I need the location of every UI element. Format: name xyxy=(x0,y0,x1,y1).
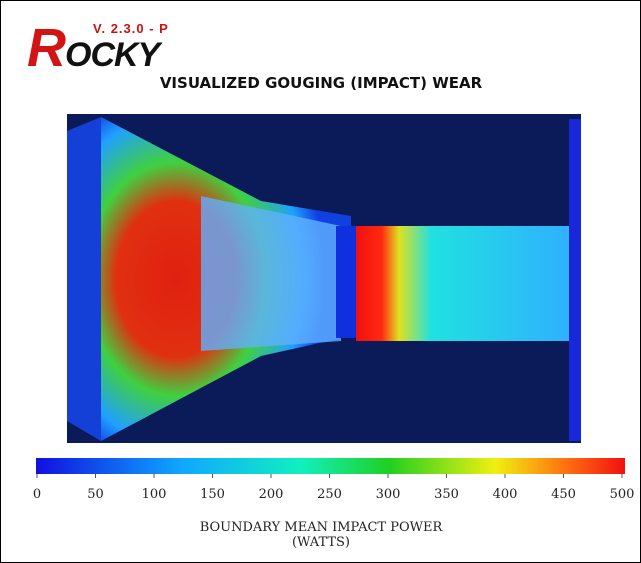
title: VISUALIZED GOUGING (IMPACT) WEAR xyxy=(160,74,483,92)
logo-version: V. 2.3.0 - P xyxy=(93,21,169,36)
tick-label: 300 xyxy=(376,487,401,502)
tick-label: 450 xyxy=(551,487,576,502)
tick-label: 50 xyxy=(87,487,104,502)
tick-label: 150 xyxy=(200,487,225,502)
axis-label: BOUNDARY MEAN IMPACT POWER xyxy=(200,520,444,535)
tick-label: 0 xyxy=(33,487,41,502)
tick-label: 100 xyxy=(142,487,167,502)
wear-render xyxy=(67,114,581,443)
axis-label-unit: (WATTS) xyxy=(292,535,350,550)
colorbar xyxy=(36,458,625,474)
page: VISUALIZED GOUGING (IMPACT) WEAR BOUNDAR… xyxy=(0,0,641,563)
canvas: VISUALIZED GOUGING (IMPACT) WEAR BOUNDAR… xyxy=(1,1,640,562)
tick-label: 250 xyxy=(317,487,342,502)
tick-label: 500 xyxy=(610,487,635,502)
tick-label: 400 xyxy=(493,487,518,502)
tick-label: 350 xyxy=(434,487,459,502)
tick-label: 200 xyxy=(259,487,284,502)
